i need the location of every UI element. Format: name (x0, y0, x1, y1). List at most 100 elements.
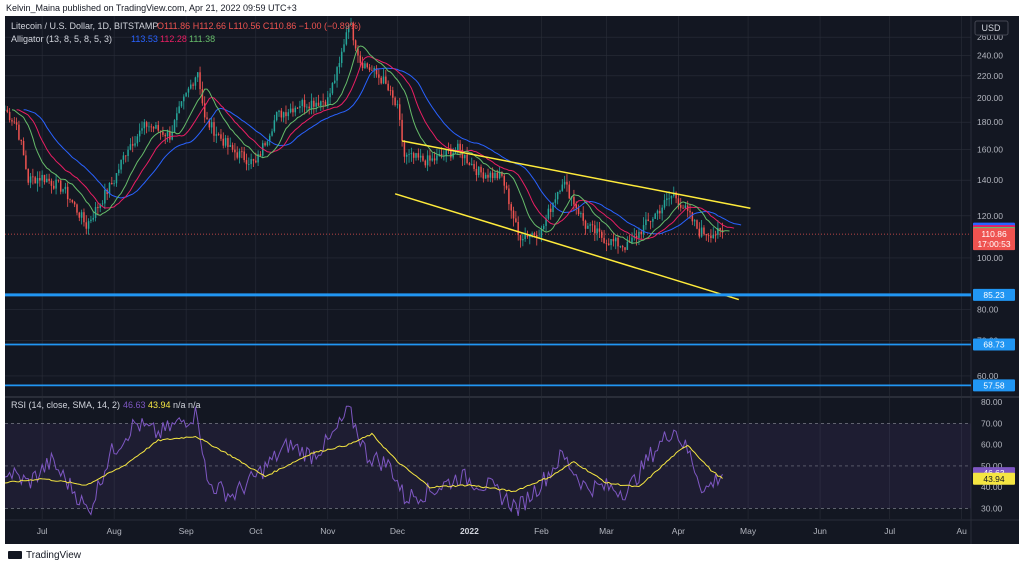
currency-badge[interactable]: USD (974, 20, 1009, 36)
candle-body (271, 131, 273, 136)
candle-body (299, 106, 301, 108)
candle (433, 151, 436, 165)
candle (654, 212, 656, 219)
candle (582, 206, 584, 226)
candle-body (25, 155, 27, 170)
candle-body (654, 213, 656, 219)
candle (192, 82, 194, 90)
rsi-title[interactable]: RSI (14, close, SMA, 14, 2) (11, 400, 120, 410)
candle-body (368, 67, 371, 70)
candle-body (145, 122, 148, 127)
candle-body (638, 231, 640, 239)
candle-body (229, 145, 231, 147)
candle (273, 114, 276, 133)
candle (505, 182, 508, 190)
candle (108, 182, 111, 198)
candle (679, 197, 682, 212)
candle-body (69, 199, 71, 201)
candle (626, 236, 629, 251)
candle-body (568, 184, 571, 199)
candle (712, 227, 714, 239)
candle (647, 212, 649, 222)
candle-body (324, 101, 327, 107)
rsi-tick-label: 60.00 (981, 440, 1003, 450)
candle-body (475, 168, 478, 176)
candle (468, 162, 471, 166)
candle-body (438, 153, 440, 156)
candle-body (333, 80, 336, 83)
candle (559, 189, 561, 195)
candle (371, 65, 373, 71)
candle-body (689, 210, 691, 213)
candle-body (127, 149, 129, 157)
price-tick-label: 120.00 (977, 211, 1003, 221)
price-tick-label: 140.00 (977, 175, 1003, 185)
candle-body (684, 205, 687, 209)
candle (480, 164, 482, 178)
candle-body (652, 218, 654, 222)
candle-body (426, 155, 429, 166)
symbol-title[interactable]: Litecoin / U.S. Dollar, 1D, BITSTAMP (11, 21, 158, 31)
candle-body (626, 241, 629, 250)
candle (162, 126, 164, 137)
candle (380, 76, 382, 85)
candle (412, 151, 415, 164)
candle (596, 221, 598, 241)
candle-body (542, 225, 545, 229)
candle (34, 175, 36, 184)
candle (359, 51, 362, 68)
candle (631, 232, 633, 245)
candle-body (257, 154, 259, 163)
candle (484, 172, 487, 179)
candle (122, 151, 125, 165)
candle-body (301, 100, 303, 107)
price-tick-label: 260.00 (977, 32, 1003, 42)
candle-body (203, 103, 206, 118)
candle-body (610, 238, 612, 246)
rsi-line (4, 405, 723, 516)
candle (46, 173, 48, 183)
candle-body (227, 138, 229, 147)
alligator-label[interactable]: Alligator (13, 8, 5, 8, 5, 3) (11, 34, 112, 44)
candle-body (452, 152, 454, 158)
channel-trendline[interactable] (394, 193, 740, 301)
candle (11, 118, 13, 126)
candle (459, 139, 461, 158)
rsi-tick-label: 40.00 (981, 482, 1003, 492)
time-tick-label: Jun (813, 526, 827, 536)
candle (148, 121, 150, 132)
channel-trendline[interactable] (401, 140, 751, 209)
candle-body (115, 173, 118, 184)
candle-body (594, 225, 596, 234)
candle (645, 211, 647, 230)
candle-body (155, 125, 157, 129)
candle-body (15, 122, 18, 125)
candle-body (536, 234, 538, 239)
candle (111, 176, 113, 185)
grid-layer (5, 16, 1019, 544)
candle-body (252, 159, 255, 161)
rsi-tick-label: 50.00 (981, 461, 1003, 471)
candle-body (275, 112, 278, 121)
candle (710, 229, 712, 243)
price-label-text: 110.86 (981, 229, 1007, 239)
candle (347, 23, 350, 39)
candle (238, 148, 241, 164)
publish-caption: Kelvin_Maina published on TradingView.co… (6, 3, 297, 13)
candle-body (519, 235, 522, 241)
candle-body (350, 23, 352, 26)
candle-body (533, 233, 536, 235)
candle (78, 211, 81, 222)
chart-area[interactable]: 60.00 70.00 80.00 100.00 120.00 140.00 160.00 1… (4, 16, 1019, 544)
chart-svg[interactable]: 60.00 70.00 80.00 100.00 120.00 140.00 160.00 1… (4, 16, 1019, 544)
candle-body (111, 182, 113, 185)
candle-body (215, 134, 218, 136)
candle (470, 157, 473, 166)
candle-body (566, 181, 568, 185)
candle-body (329, 93, 331, 98)
candle (220, 128, 222, 142)
tradingview-logo[interactable]: TradingView (8, 550, 81, 561)
candle-body (27, 169, 29, 183)
candle (591, 220, 594, 232)
candle (196, 72, 199, 83)
